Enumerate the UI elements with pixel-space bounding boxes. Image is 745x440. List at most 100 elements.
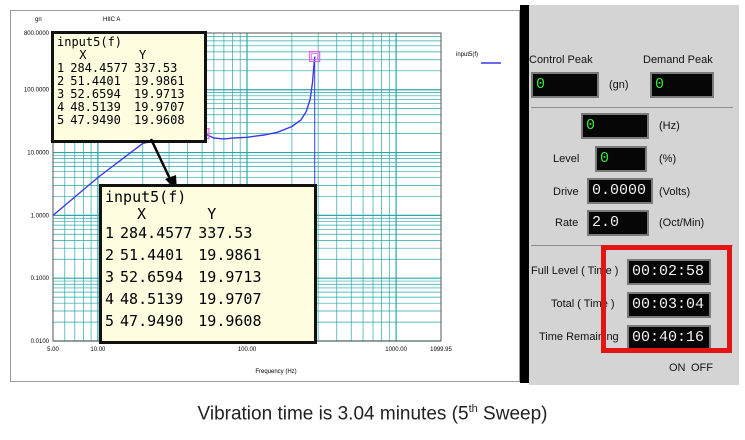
rate-unit-label: (Oct/Min) (659, 217, 705, 229)
row-index: 2 (57, 74, 65, 88)
table-row: 2 51.4401 19.9861 (102, 244, 265, 266)
table-header-row: X Y (54, 49, 188, 62)
row-y: 19.9713 (134, 87, 185, 101)
y-tick-label: 100.0000 (24, 88, 50, 94)
y-tick-label: 0.0100 (31, 339, 50, 345)
row-x: 51.4401 (120, 246, 184, 264)
total-time-display: 00:03:04 (627, 292, 711, 318)
row-index: 1 (105, 224, 115, 242)
row-x: 47.9490 (120, 312, 184, 330)
row-x: 284.4577 (120, 224, 193, 242)
row-y: 19.9608 (198, 312, 262, 330)
level-display: 0 (595, 146, 647, 172)
row-y: 19.9713 (198, 268, 262, 286)
peak-unit-label: (gn) (609, 79, 629, 91)
data-table-large-grid: X Y 1 284.4577 337.53 2 51.4401 19.9861 … (102, 206, 265, 332)
row-y: 337.53 (198, 224, 253, 242)
row-x: 51.4401 (70, 74, 121, 88)
drive-display: 0.0000 (587, 178, 653, 204)
table-row: 5 47.9490 19.9608 (102, 310, 265, 332)
caption: Vibration time is 3.04 minutes (5th Swee… (0, 403, 745, 425)
x-tick-label: 1000.00 (385, 347, 407, 353)
frequency-display: 0 (581, 113, 649, 139)
data-table-large-title: input5(f) (105, 188, 187, 206)
table-row: 2 51.4401 19.9861 (54, 75, 188, 88)
header-y: Y (207, 205, 217, 223)
row-y: 19.9707 (198, 290, 262, 308)
full-level-time-display: 00:02:58 (627, 259, 711, 285)
time-highlight-box (601, 245, 732, 353)
row-index: 3 (105, 268, 115, 286)
row-x: 48.5139 (120, 290, 184, 308)
off-toggle-label[interactable]: OFF (691, 362, 713, 374)
channel-label: HIIC A (103, 17, 120, 23)
panel-separator (520, 5, 529, 383)
row-index: 4 (105, 290, 115, 308)
caption-tail: Sweep) (477, 403, 548, 425)
x-tick-label: 5.00 (47, 347, 59, 353)
header-y: Y (139, 48, 147, 62)
level-label: Level (553, 153, 580, 165)
data-table-small: input5(f) X Y 1 284.4577 337.53 2 51.440… (51, 31, 207, 143)
table-row: 4 48.5139 19.9707 (54, 101, 188, 114)
table-row: 1 284.4577 337.53 (54, 62, 188, 75)
time-remaining-display: 00:40:16 (627, 325, 711, 351)
x-tick-label: 100.00 (238, 347, 257, 353)
x-tick-label: 10.00 (90, 347, 106, 353)
demand-peak-label: Demand Peak (643, 54, 713, 66)
row-index: 4 (57, 100, 65, 114)
table-header-row: X Y (102, 206, 265, 222)
total-time-label: Total ( Time ) (551, 298, 615, 310)
control-panel: Control Peak Demand Peak 0 (gn) 0 0 (Hz)… (529, 5, 739, 385)
table-row: 1 284.4577 337.53 (102, 222, 265, 244)
data-table-small-grid: X Y 1 284.4577 337.53 2 51.4401 19.9861 … (54, 49, 188, 127)
frequency-unit-label: (Hz) (659, 120, 680, 132)
data-table-large: input5(f) X Y 1 284.4577 337.53 2 51.440… (99, 184, 317, 344)
plot-panel: 5.00 10.00 100.00 1000.00 1999.95 800.0000 100… (10, 10, 520, 382)
time-remaining-label: Time Remaining (539, 331, 619, 343)
header-x: X (79, 48, 87, 62)
row-y: 19.9861 (198, 246, 262, 264)
control-peak-label: Control Peak (529, 54, 593, 66)
row-index: 3 (57, 87, 65, 101)
row-index: 2 (105, 246, 115, 264)
y-tick-label: 1.0000 (31, 213, 50, 219)
row-index: 5 (105, 312, 115, 330)
rate-label: Rate (555, 217, 579, 229)
data-table-small-title: input5(f) (57, 35, 123, 49)
caption-superscript: th (468, 403, 478, 415)
y-tick-label: 10.0000 (27, 151, 49, 157)
header-index (102, 206, 117, 222)
table-row: 3 52.6594 19.9713 (54, 88, 188, 101)
table-row: 5 47.9490 19.9608 (54, 114, 188, 127)
x-tick-label: 1999.95 (430, 347, 452, 353)
data-marker (309, 50, 321, 63)
row-index: 1 (57, 61, 65, 75)
row-x: 52.6594 (70, 87, 121, 101)
row-y: 337.53 (134, 61, 178, 75)
data-marker-inner (311, 53, 319, 60)
full-level-time-label: Full Level ( Time ) (531, 265, 619, 277)
row-y: 19.9861 (134, 74, 185, 88)
row-x: 284.4577 (70, 61, 129, 75)
divider (531, 107, 733, 108)
row-x: 47.9490 (70, 113, 121, 127)
legend-label: input5(f) (456, 52, 478, 58)
table-row: 3 52.6594 19.9713 (102, 266, 265, 288)
caption-text: Vibration time is 3.04 minutes (5 (197, 403, 469, 425)
rate-display: 2.0 (587, 210, 649, 236)
level-unit-label: (%) (659, 153, 677, 165)
on-toggle-label[interactable]: ON (669, 362, 686, 374)
x-axis-label: Frequency (Hz) (255, 369, 296, 375)
row-x: 52.6594 (120, 268, 184, 286)
row-index: 5 (57, 113, 65, 127)
table-row: 4 48.5139 19.9707 (102, 288, 265, 310)
control-peak-display: 0 (531, 72, 599, 98)
row-y: 19.9707 (134, 100, 185, 114)
demand-peak-display: 0 (650, 72, 714, 98)
row-y: 19.9608 (134, 113, 185, 127)
header-x: X (137, 205, 147, 223)
y-tick-label: 0.1000 (31, 276, 50, 282)
row-x: 48.5139 (70, 100, 121, 114)
y-unit-label: gn (35, 17, 42, 23)
